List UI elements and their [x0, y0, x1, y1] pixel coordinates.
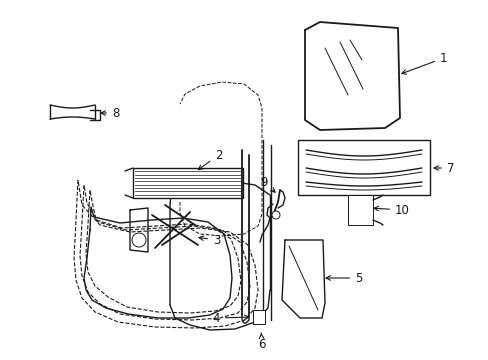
Circle shape [271, 211, 280, 219]
Text: 10: 10 [373, 203, 409, 216]
Bar [133, 168, 243, 198]
Text: 8: 8 [101, 107, 119, 120]
Text: 4: 4 [212, 311, 248, 324]
Text: 1: 1 [401, 51, 447, 74]
Text: 2: 2 [198, 149, 222, 170]
Text: 9: 9 [260, 176, 275, 192]
Text: 3: 3 [199, 234, 220, 247]
Bar [347, 195, 372, 225]
Text: 7: 7 [433, 162, 453, 175]
Bar [252, 310, 264, 324]
Text: 5: 5 [325, 271, 362, 284]
Text: 6: 6 [258, 333, 265, 351]
Circle shape [132, 233, 146, 247]
Bar [297, 140, 429, 195]
